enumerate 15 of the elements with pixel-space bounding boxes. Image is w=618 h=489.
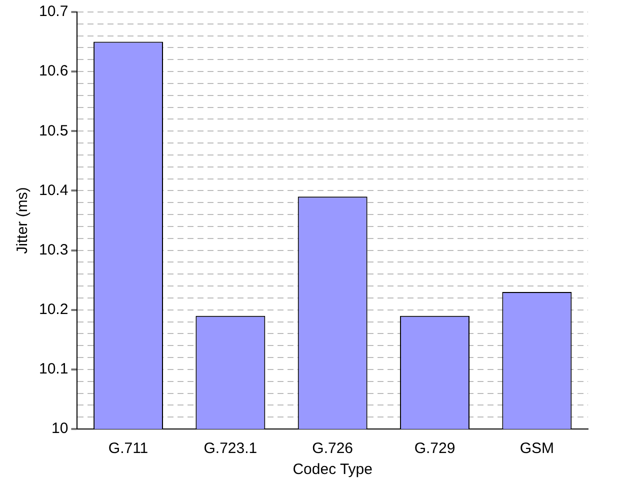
x-tick-label: GSM [520, 440, 554, 458]
x-tick-label: G.729 [414, 440, 456, 458]
y-tick-label: 10.6 [38, 62, 68, 80]
x-tick-label: G.723.1 [204, 440, 258, 458]
x-axis-title: Codec Type [292, 461, 372, 478]
x-tick-label: G.711 [108, 440, 148, 458]
y-tick-label: 10.4 [38, 182, 68, 199]
y-tick-label: 10 [52, 420, 68, 438]
y-tick-label: 10.3 [38, 241, 68, 258]
y-tick-label: 10.7 [38, 3, 68, 20]
y-tick-label: 10.1 [38, 360, 68, 378]
y-axis-title: Jitter (ms) [14, 187, 32, 254]
x-tick-label: G.726 [312, 440, 354, 458]
y-tick-label: 10.2 [38, 301, 68, 318]
y-tick-label: 10.5 [38, 122, 68, 140]
